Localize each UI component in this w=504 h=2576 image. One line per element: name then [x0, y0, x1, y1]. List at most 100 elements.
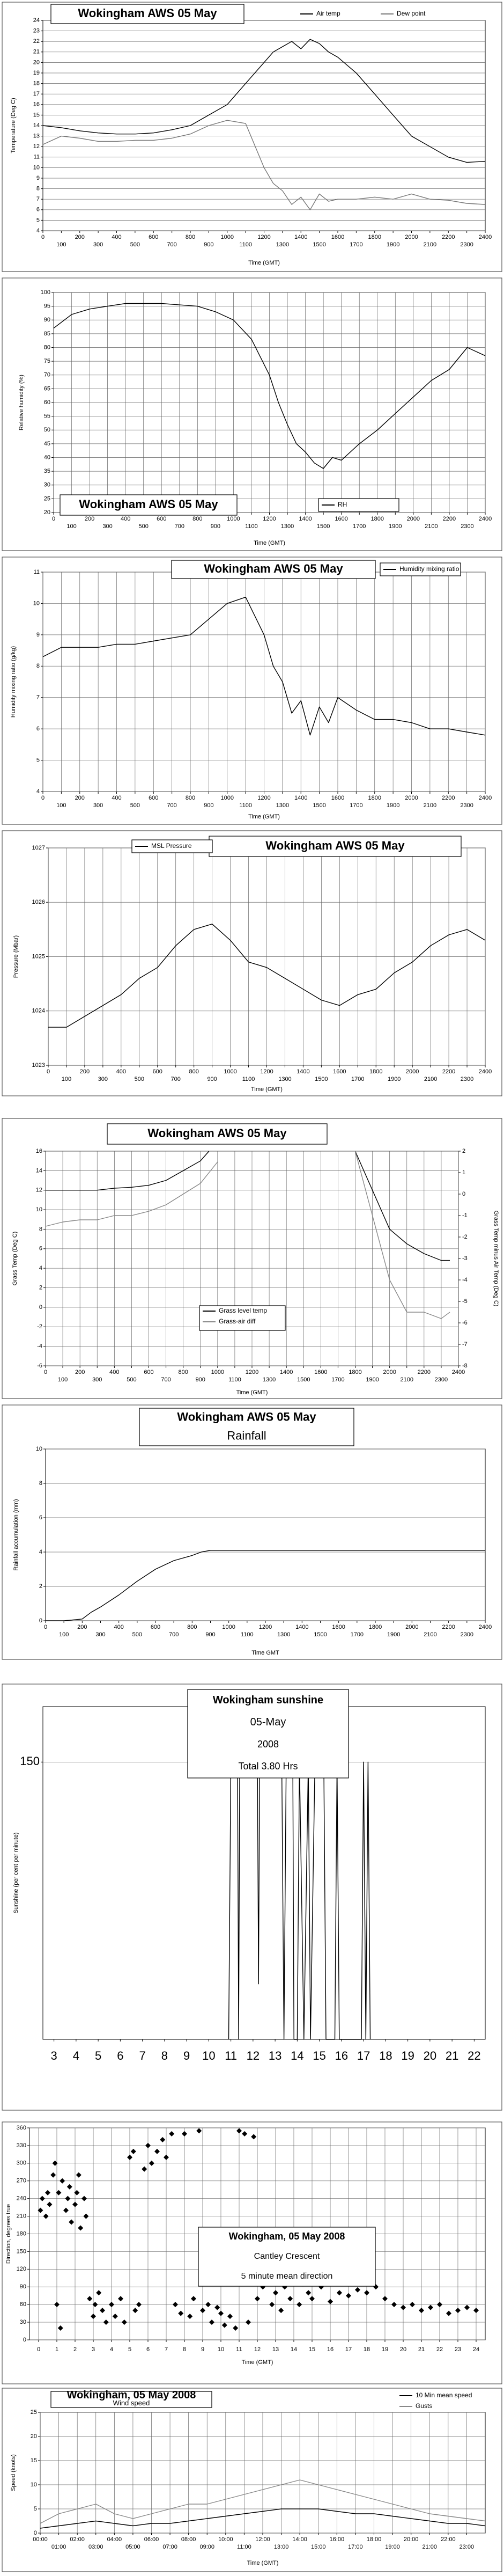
title-box [209, 836, 462, 857]
x-tick-label: 900 [207, 1076, 217, 1082]
chart-title: Wokingham AWS 05 May [204, 562, 343, 575]
x-tick-label: 1100 [239, 802, 252, 809]
data-point [92, 2302, 98, 2308]
data-point [391, 2302, 397, 2308]
legend-label: Humidity mixing ratio [399, 565, 459, 573]
x-tick-label: 300 [93, 802, 103, 809]
x-tick-label: 1200 [260, 1069, 273, 1075]
y-tick-label: 6 [36, 726, 40, 732]
x-tick-label: 1700 [350, 241, 362, 248]
x-tick-label: 1700 [353, 523, 366, 530]
x-tick-label: 2000 [406, 1069, 419, 1075]
x-tick-label: 1800 [371, 516, 384, 522]
data-point [45, 2190, 50, 2196]
x-tick-label: 700 [169, 1631, 179, 1638]
y-tick-label: 8 [36, 663, 40, 669]
x-tick-label: 700 [175, 523, 184, 530]
series-line [46, 1151, 450, 1261]
x-tick-label: 2400 [479, 1069, 492, 1075]
y-tick-label: 2 [39, 1284, 42, 1291]
y-tick-label: 360 [17, 2125, 26, 2131]
plot-area [45, 1448, 486, 1621]
y2-tick-label: -8 [462, 1363, 468, 1369]
y-tick-label: 15 [33, 112, 40, 118]
y-tick-label: 1026 [32, 899, 45, 905]
x-tick-label: 800 [187, 1624, 197, 1630]
y-tick-label: 65 [44, 385, 50, 392]
series-line [48, 924, 486, 1028]
data-point [109, 2302, 114, 2308]
x-tick-label: 900 [205, 1631, 215, 1638]
data-point [78, 2225, 84, 2231]
x-axis-label: Time (GMT) [248, 260, 280, 266]
x-tick-label: 1800 [368, 795, 381, 801]
x-tick-label: 0 [41, 234, 45, 240]
x-tick-label: 21 [418, 2346, 425, 2353]
y-tick-label: 60 [20, 2301, 26, 2308]
data-point [43, 2213, 49, 2219]
annotation: Total 3.80 Hrs [238, 1761, 298, 1772]
data-point [464, 2304, 470, 2310]
x-tick-label: 500 [127, 1377, 136, 1383]
x-tick-label: 200 [75, 1369, 85, 1375]
x-tick-label: 1000 [221, 795, 234, 801]
x-tick-label: 05:00 [125, 2544, 140, 2550]
y-tick-label: 5 [36, 217, 40, 223]
y-tick-label: 8 [39, 1480, 42, 1487]
x-tick-label: 400 [121, 516, 130, 522]
x-tick-label: 1200 [259, 1624, 272, 1630]
x-tick-label: 400 [112, 795, 121, 801]
x-axis-label: Time (GMT) [247, 2560, 279, 2566]
x-tick-label: 11 [236, 2346, 242, 2353]
y-tick-label: 10 [36, 1446, 42, 1452]
x-tick-label: 22 [436, 2346, 443, 2353]
data-point [178, 2310, 184, 2316]
y-tick-label: 14 [36, 1167, 42, 1174]
data-point [287, 2296, 293, 2302]
y-tick-label: 25 [44, 495, 50, 502]
data-point [191, 2296, 196, 2302]
x-tick-label: 16 [327, 2346, 333, 2353]
x-tick-label: 8 [183, 2346, 186, 2353]
data-point [205, 2302, 211, 2308]
x-tick-label: 14:00 [292, 2536, 307, 2543]
x-tick-label: 800 [186, 234, 195, 240]
x-tick-label: 1400 [294, 795, 307, 801]
x-tick-label: 100 [58, 1377, 68, 1383]
x-tick-label: 7 [139, 2049, 146, 2062]
data-point [52, 2160, 58, 2166]
data-point [100, 2308, 105, 2314]
x-tick-label: 18 [364, 2346, 370, 2353]
x-tick-label: 18 [379, 2049, 392, 2062]
data-point [251, 2134, 257, 2140]
data-point [66, 2184, 72, 2190]
data-point [221, 2322, 227, 2328]
x-tick-label: 14 [291, 2346, 297, 2353]
y2-tick-label: -3 [462, 1255, 468, 1262]
x-tick-label: 1300 [276, 802, 289, 809]
x-tick-label: 1 [55, 2346, 58, 2353]
y-tick-label: 40 [44, 454, 50, 460]
y-tick-label: 0 [23, 2337, 26, 2343]
x-tick-label: 20 [400, 2346, 406, 2353]
y2-tick-label: -5 [462, 1298, 468, 1305]
x-tick-label: 2400 [479, 1624, 492, 1630]
series-line [42, 597, 486, 736]
x-tick-label: 1500 [313, 241, 325, 248]
x-tick-label: 20 [424, 2049, 436, 2062]
x-tick-label: 1800 [368, 234, 381, 240]
x-tick-label: 1500 [297, 1377, 310, 1383]
y-tick-label: 10 [33, 600, 40, 606]
x-tick-label: 1100 [242, 1076, 255, 1082]
y-tick-label: 12 [33, 143, 40, 150]
y-axis-label: Relative humidity (%) [18, 375, 25, 430]
data-point [255, 2296, 260, 2302]
data-point [242, 2131, 248, 2136]
x-tick-label: 2300 [460, 802, 473, 809]
y-tick-label: 60 [44, 399, 50, 406]
title-box [187, 1689, 349, 1779]
y-tick-label: 0 [39, 1618, 42, 1624]
legend-label: Gusts [416, 2402, 432, 2410]
annotation: 5 minute mean direction [241, 2272, 333, 2281]
